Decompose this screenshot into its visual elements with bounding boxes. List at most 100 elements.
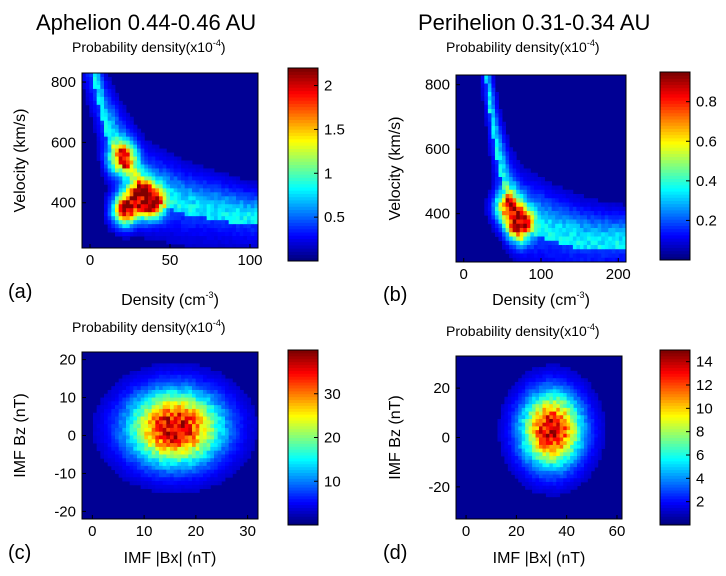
heatmap-cell: [528, 485, 533, 490]
heatmap-cell: [504, 452, 509, 457]
heatmap-cell: [148, 462, 153, 467]
colorbar-step: [660, 87, 690, 92]
heatmap-cell: [563, 426, 568, 431]
heatmap-cell: [166, 220, 171, 225]
heatmap-cell: [217, 184, 222, 189]
panel-label: (c): [8, 542, 31, 564]
heatmap-cell: [129, 446, 134, 452]
heatmap-cell: [580, 452, 585, 457]
heatmap-cell: [188, 212, 193, 217]
heatmap-cell: [556, 463, 561, 468]
heatmap-cell: [188, 443, 193, 448]
colorbar-tick-label: 20: [324, 430, 341, 447]
heatmap-cell: [518, 418, 523, 424]
heatmap-cell: [217, 446, 222, 452]
heatmap-cell: [133, 124, 138, 130]
heatmap-cell: [118, 462, 123, 467]
heatmap-cell: [535, 400, 540, 405]
heatmap-cell: [166, 481, 171, 486]
heatmap-cell: [192, 462, 197, 467]
heatmap-cell: [133, 172, 138, 177]
colorbar-step: [288, 174, 318, 178]
heatmap-cell: [539, 474, 543, 479]
heatmap-cell: [181, 450, 186, 455]
heatmap-cell: [565, 206, 570, 212]
colorbar-step: [288, 361, 318, 366]
heatmap-cell: [96, 405, 101, 410]
heatmap-cell: [115, 232, 120, 237]
heatmap-cell: [162, 228, 167, 233]
heatmap-cell: [126, 232, 131, 237]
heatmap-cell: [206, 397, 211, 402]
heatmap-cell: [217, 204, 222, 209]
heatmap-cell: [559, 489, 564, 494]
heatmap-cell: [484, 75, 489, 80]
heatmap-cell: [221, 401, 226, 406]
heatmap-cell: [137, 393, 142, 398]
heatmap-cell: [247, 212, 252, 217]
heatmap-cell: [118, 216, 123, 221]
heatmap-cell: [155, 367, 160, 372]
heatmap-cell: [494, 130, 499, 135]
heatmap-cell: [195, 454, 200, 459]
heatmap-cell: [129, 208, 134, 213]
heatmap-cell: [587, 253, 591, 259]
heatmap-cell: [570, 400, 574, 405]
colorbar-step: [660, 137, 690, 142]
heatmap-cell: [181, 405, 186, 410]
heatmap-cell: [545, 493, 550, 498]
heatmap-cell: [162, 412, 167, 417]
heatmap-cell: [100, 80, 105, 86]
heatmap-cell: [594, 456, 599, 461]
heatmap-cell: [203, 473, 208, 478]
heatmap-cell: [565, 215, 570, 220]
heatmap-cell: [126, 465, 131, 471]
heatmap-cell: [184, 446, 189, 452]
heatmap-cell: [162, 224, 167, 229]
heatmap-cell: [217, 431, 222, 436]
x-tick-label: 50: [162, 252, 179, 269]
heatmap-cell: [151, 446, 156, 452]
heatmap-cell: [162, 473, 167, 478]
heatmap-cell: [199, 427, 204, 433]
heatmap-cell: [507, 393, 512, 398]
heatmap-cell: [519, 198, 524, 203]
heatmap-cell: [155, 397, 160, 402]
heatmap-cell: [577, 470, 581, 475]
heatmap-cell: [151, 405, 156, 410]
heatmap-cell: [487, 79, 492, 84]
heatmap-cell: [184, 431, 189, 436]
heatmap-cell: [551, 232, 556, 237]
heatmap-cell: [137, 469, 142, 474]
heatmap-cell: [254, 424, 259, 429]
heatmap-cell: [535, 411, 540, 416]
heatmap-cell: [545, 481, 550, 487]
heatmap-cell: [525, 370, 530, 375]
heatmap-cell: [232, 389, 237, 395]
colorbar-step: [660, 510, 690, 514]
heatmap-cell: [484, 117, 489, 123]
heatmap-cell: [611, 223, 616, 229]
heatmap-cell: [188, 363, 193, 368]
heatmap-cell: [597, 456, 602, 461]
colorbar-step: [288, 422, 318, 427]
heatmap-cell: [498, 134, 503, 140]
heatmap-cell: [162, 196, 167, 201]
heatmap-cell: [597, 452, 602, 457]
heatmap-cell: [518, 441, 523, 446]
heatmap-cell: [126, 374, 131, 379]
heatmap-cell: [566, 389, 571, 394]
heatmap-cell: [188, 488, 193, 493]
heatmap-cell: [89, 84, 94, 90]
colorbar-step: [288, 132, 318, 137]
heatmap-cell: [188, 374, 193, 379]
heatmap-cell: [577, 400, 581, 405]
heatmap-cell: [104, 156, 109, 161]
colorbar-step: [288, 367, 318, 371]
heatmap-cell: [173, 374, 178, 379]
heatmap-cell: [566, 422, 571, 427]
heatmap-cell: [155, 450, 160, 455]
heatmap-cell: [576, 202, 581, 208]
heatmap-cell: [541, 194, 545, 199]
